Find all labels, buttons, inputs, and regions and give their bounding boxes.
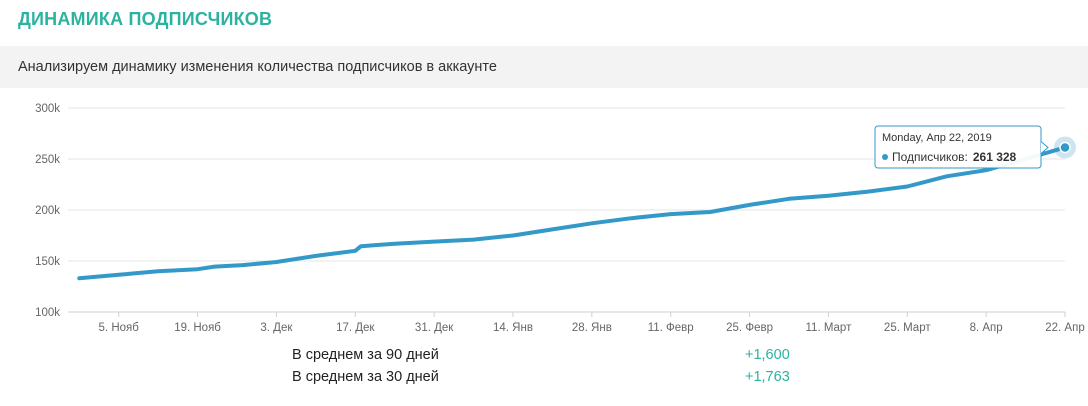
y-tick-label: 250k [35,154,60,166]
x-tick-label: 22. Апр [1045,322,1084,334]
x-tick-label: 19. Нояб [174,322,221,334]
stat-label-90: В среднем за 90 дней [292,347,439,363]
y-tick-label: 300k [35,103,60,115]
page-title: ДИНАМИКА ПОДПИСЧИКОВ [18,9,273,29]
y-tick-label: 100k [35,307,60,319]
hover-point [1059,141,1071,154]
x-tick-label: 17. Дек [336,322,375,334]
x-tick-label: 28. Янв [572,322,612,334]
x-axis-labels: 5. Нояб 19. Нояб 3. Дек 17. Дек 31. Дек 14. Я… [99,322,1085,334]
tooltip: Monday, Апр 22, 2019 Подписчиков: 261 328 [874,125,1076,169]
x-tick-label: 3. Дек [260,322,293,334]
x-tick-label: 14. Янв [493,322,533,334]
y-tick-label: 150k [35,256,60,268]
tooltip-row: Подписчиков: 261 328 [892,150,1017,164]
tooltip-value: 261 328 [973,150,1017,164]
y-tick-label: 200k [35,205,60,217]
x-tick-label: 25. Март [884,322,931,334]
stat-label-30: В среднем за 30 дней [292,369,439,385]
stat-row-90: В среднем за 90 дней +1,600 [292,347,812,369]
x-tick-label: 25. Февр [726,322,773,334]
stat-value-30: +1,763 [745,369,790,385]
y-axis-labels: 300k 250k 200k 150k 100k [35,103,60,319]
subtitle-text: Анализируем динамику изменения количеств… [18,59,497,75]
tooltip-separator: : [965,150,968,164]
subtitle-bar: Анализируем динамику изменения количеств… [0,46,1088,88]
x-tick-label: 5. Нояб [99,322,140,334]
tooltip-series-marker [882,154,888,160]
series-layer [77,145,1067,281]
grid-layer [68,107,1066,317]
stats-block: В среднем за 90 дней +1,600 В среднем за… [292,347,812,391]
stat-row-30: В среднем за 30 дней +1,763 [292,369,812,391]
subscribers-line-chart: 300k 250k 200k 150k 100k 5. Нояб 19. Нояб 3. Д… [35,103,1085,334]
x-tick-label: 11. Февр [648,322,694,334]
x-tick-label: 11. Март [806,322,853,334]
x-tick-label: 8. Апр [970,322,1003,334]
tooltip-date: Monday, Апр 22, 2019 [882,132,992,144]
tooltip-pointer [1040,141,1049,154]
tooltip-series-name: Подписчиков [892,150,965,164]
stat-value-90: +1,600 [745,347,790,363]
series-line-subscribers [77,145,1067,281]
x-tick-label: 31. Дек [415,322,454,334]
